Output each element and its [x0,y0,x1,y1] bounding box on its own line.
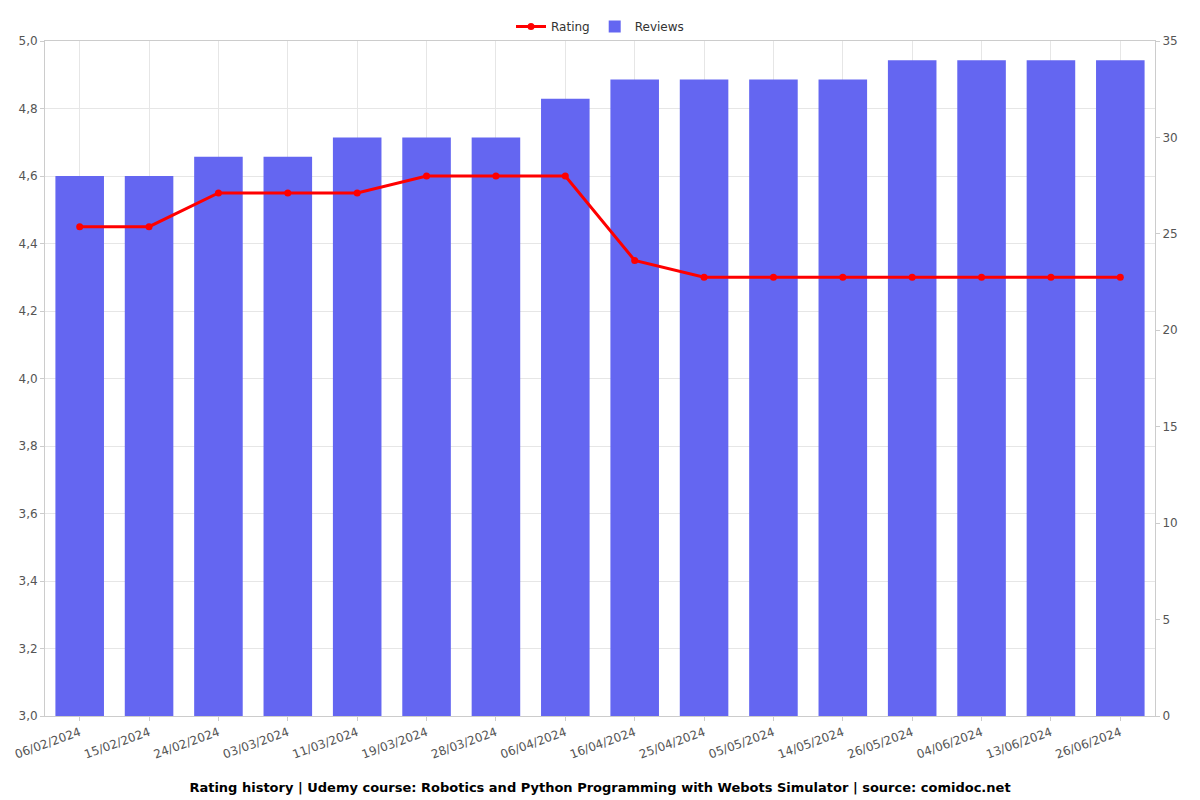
svg-text:4,2: 4,2 [19,304,38,318]
svg-text:10: 10 [1162,516,1177,530]
svg-text:35: 35 [1162,34,1177,48]
svg-text:24/02/2024: 24/02/2024 [152,725,222,762]
svg-text:0: 0 [1162,709,1170,723]
svg-text:19/03/2024: 19/03/2024 [360,725,430,762]
svg-text:13/06/2024: 13/06/2024 [984,725,1054,762]
svg-text:Rating: Rating [551,20,590,34]
svg-text:20: 20 [1162,323,1177,337]
svg-text:06/02/2024: 06/02/2024 [13,725,83,762]
svg-text:04/06/2024: 04/06/2024 [915,725,985,762]
svg-text:15: 15 [1162,420,1177,434]
svg-text:4,4: 4,4 [19,237,38,251]
svg-text:4,0: 4,0 [19,372,38,386]
svg-text:Rating history | Udemy course:: Rating history | Udemy course: Robotics … [189,780,1010,795]
svg-text:4,6: 4,6 [19,169,38,183]
svg-text:3,6: 3,6 [19,507,38,521]
svg-text:3,4: 3,4 [19,574,38,588]
svg-text:26/06/2024: 26/06/2024 [1054,725,1124,762]
svg-text:4,8: 4,8 [19,102,38,116]
svg-text:06/04/2024: 06/04/2024 [499,725,569,762]
svg-text:25: 25 [1162,227,1177,241]
svg-text:3,0: 3,0 [19,709,38,723]
svg-text:28/03/2024: 28/03/2024 [429,725,499,762]
svg-text:14/05/2024: 14/05/2024 [776,725,846,762]
svg-text:Reviews: Reviews [635,20,684,34]
svg-text:15/02/2024: 15/02/2024 [82,725,152,762]
svg-text:3,8: 3,8 [19,439,38,453]
svg-text:11/03/2024: 11/03/2024 [290,725,360,762]
svg-text:3,2: 3,2 [19,642,38,656]
svg-text:16/04/2024: 16/04/2024 [568,725,638,762]
svg-text:5: 5 [1162,613,1170,627]
svg-text:25/04/2024: 25/04/2024 [637,725,707,762]
svg-text:5,0: 5,0 [19,34,38,48]
svg-text:05/05/2024: 05/05/2024 [707,725,777,762]
svg-text:03/03/2024: 03/03/2024 [221,725,291,762]
svg-text:30: 30 [1162,131,1177,145]
svg-text:26/05/2024: 26/05/2024 [845,725,915,762]
